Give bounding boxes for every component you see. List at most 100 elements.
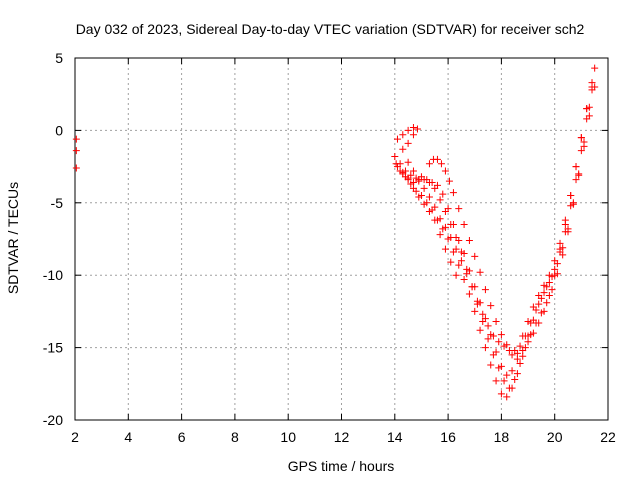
data-point xyxy=(465,236,473,244)
x-tick-label: 18 xyxy=(494,429,510,445)
data-point xyxy=(420,200,428,208)
data-point xyxy=(479,318,487,326)
data-point xyxy=(503,393,511,401)
data-point xyxy=(455,261,463,269)
data-point xyxy=(460,276,468,284)
data-point xyxy=(559,244,567,252)
data-point xyxy=(516,360,524,368)
data-point xyxy=(425,179,433,187)
y-tick-label: -10 xyxy=(43,267,63,283)
data-point xyxy=(441,167,449,175)
data-point xyxy=(537,294,545,302)
data-point xyxy=(473,300,481,308)
data-point xyxy=(545,278,553,286)
y-tick-label: -15 xyxy=(43,340,63,356)
x-tick-label: 12 xyxy=(334,429,350,445)
data-point xyxy=(553,270,561,278)
data-point xyxy=(425,207,433,215)
data-point xyxy=(513,355,521,363)
x-tick-label: 6 xyxy=(178,429,186,445)
data-point xyxy=(500,377,508,385)
data-point xyxy=(561,216,569,224)
data-point xyxy=(588,86,596,94)
data-point xyxy=(543,283,551,291)
data-point xyxy=(588,79,596,87)
y-tick-label: -5 xyxy=(51,195,64,211)
x-tick-label: 16 xyxy=(440,429,456,445)
data-point xyxy=(452,271,460,279)
x-tick-label: 22 xyxy=(600,429,616,445)
data-point xyxy=(441,223,449,231)
data-point xyxy=(72,135,80,143)
data-point xyxy=(452,245,460,253)
data-point xyxy=(484,335,492,343)
data-point xyxy=(548,286,556,294)
data-point xyxy=(495,338,503,346)
data-point xyxy=(425,193,433,201)
y-tick-label: -20 xyxy=(43,412,63,428)
data-point xyxy=(503,341,511,349)
data-point xyxy=(420,176,428,184)
x-tick-label: 4 xyxy=(124,429,132,445)
data-point xyxy=(404,176,412,184)
data-point xyxy=(495,364,503,372)
data-point xyxy=(404,126,412,134)
data-point xyxy=(548,273,556,281)
data-point xyxy=(481,286,489,294)
data-point xyxy=(415,177,423,185)
data-point xyxy=(580,138,588,146)
x-tick-label: 10 xyxy=(280,429,296,445)
data-point xyxy=(484,322,492,330)
data-point xyxy=(521,344,529,352)
x-tick-label: 14 xyxy=(387,429,403,445)
data-point xyxy=(471,252,479,260)
data-point xyxy=(439,190,447,198)
data-point xyxy=(489,332,497,340)
data-point xyxy=(583,115,591,123)
data-point xyxy=(479,310,487,318)
data-point xyxy=(436,196,444,204)
data-point xyxy=(511,375,519,383)
data-point xyxy=(425,160,433,168)
data-point xyxy=(457,257,465,265)
data-point xyxy=(543,299,551,307)
data-point xyxy=(409,131,417,139)
data-point xyxy=(447,258,455,266)
data-point xyxy=(492,318,500,326)
data-point xyxy=(572,176,580,184)
data-point xyxy=(572,163,580,171)
data-point xyxy=(399,168,407,176)
data-point xyxy=(591,64,599,72)
data-point xyxy=(393,163,401,171)
data-point xyxy=(445,177,453,185)
data-point xyxy=(537,309,545,317)
data-point xyxy=(433,155,441,163)
data-point xyxy=(72,164,80,172)
data-point xyxy=(391,152,399,160)
data-point xyxy=(399,145,407,153)
data-point xyxy=(556,239,564,247)
data-point xyxy=(460,221,468,229)
data-point xyxy=(487,302,495,310)
data-point xyxy=(559,251,567,259)
data-point xyxy=(409,167,417,175)
data-point xyxy=(575,170,583,178)
data-point xyxy=(569,200,577,208)
data-point xyxy=(527,331,535,339)
data-point xyxy=(535,300,543,308)
data-point xyxy=(404,139,412,147)
data-point xyxy=(476,326,484,334)
data-series-4 xyxy=(393,83,599,354)
data-point xyxy=(476,268,484,276)
x-axis-label: GPS time / hours xyxy=(288,458,395,474)
y-tick-label: 5 xyxy=(55,50,63,66)
data-point xyxy=(540,289,548,297)
tick-layer: 2 4 6 8 10 12 14 16 18 20 22 5 0 -5 -10 -15 -20 xyxy=(43,50,616,445)
data-series-2 xyxy=(392,64,599,401)
data-point xyxy=(513,370,521,378)
grid-layer xyxy=(75,58,608,420)
data-point xyxy=(436,215,444,223)
data-point xyxy=(409,184,417,192)
data-point xyxy=(551,265,559,273)
data-point xyxy=(431,216,439,224)
